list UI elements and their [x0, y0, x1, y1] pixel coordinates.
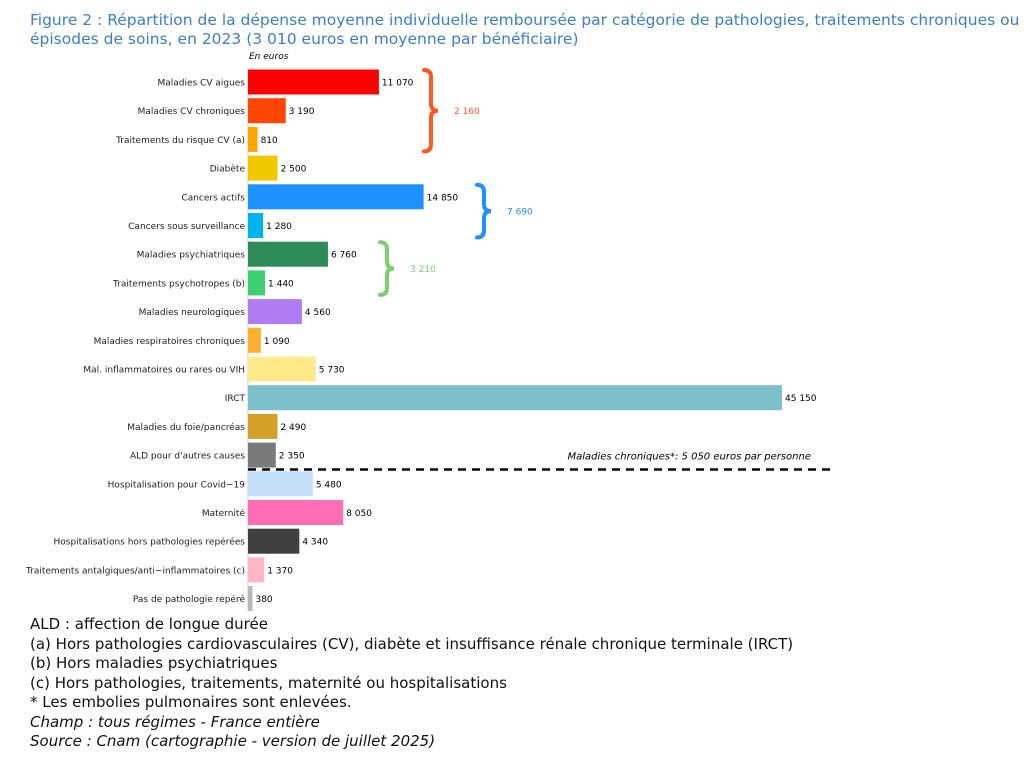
- group-total-label: 2 160: [454, 107, 480, 117]
- bar: [248, 327, 261, 353]
- value-label: 810: [261, 136, 278, 146]
- bar: [248, 471, 313, 497]
- note-star: * Les embolies pulmonaires sont enlevées…: [30, 693, 352, 711]
- group-total-label: 7 690: [507, 208, 533, 218]
- bar: [248, 213, 264, 238]
- value-label: 2 500: [281, 165, 307, 175]
- value-label: 3 190: [289, 107, 315, 117]
- note-champ: Champ : tous régimes - France entière: [30, 712, 320, 731]
- category-label: Cancers actifs: [181, 193, 245, 203]
- category-label: Maladies CV chroniques: [138, 107, 246, 117]
- category-label: IRCT: [225, 394, 246, 404]
- bar: [248, 126, 258, 152]
- value-label: 6 760: [331, 251, 357, 261]
- group-brace: [475, 182, 492, 240]
- category-label: Maladies respiratoires chroniques: [94, 337, 246, 347]
- bar: [248, 241, 328, 267]
- bar: [248, 557, 265, 583]
- note-c: (c) Hors pathologies, traitements, mater…: [30, 673, 507, 692]
- bar-chart: En euros Maladies CV aigues 11 070 Maladies…: [25, 52, 836, 612]
- bar: [248, 500, 344, 525]
- bar: [248, 69, 379, 95]
- category-label: Traitements du risque CV (a): [115, 136, 245, 146]
- value-label: 45 150: [785, 394, 817, 404]
- category-label: Maternité: [202, 508, 246, 519]
- figure-notes: ALD : affection de longue durée (a) Hors…: [30, 615, 1010, 752]
- category-label: Pas de pathologie repéré: [133, 594, 246, 605]
- value-label: 1 090: [264, 337, 290, 347]
- bar: [248, 442, 276, 468]
- bar: [248, 184, 424, 210]
- bar: [248, 356, 316, 382]
- figure-title: Figure 2 : Répartition de la dépense moy…: [30, 11, 1024, 49]
- figure-title-line-1: Figure 2 : Répartition de la dépense moy…: [30, 11, 1020, 29]
- group-brace: [378, 240, 395, 297]
- bar: [248, 586, 253, 612]
- bar: [248, 413, 278, 439]
- value-label: 2 490: [280, 423, 306, 433]
- bar: [248, 270, 266, 296]
- category-label: Hospitalisations hors pathologies repéré…: [53, 537, 245, 548]
- value-label: 4 340: [302, 538, 328, 548]
- bar: [248, 299, 302, 325]
- value-label: 8 050: [346, 509, 372, 519]
- unit-label: En euros: [249, 52, 289, 62]
- value-label: 1 440: [268, 279, 294, 289]
- value-label: 5 730: [319, 366, 345, 376]
- value-label: 2 350: [279, 452, 305, 462]
- value-label: 1 370: [267, 566, 293, 576]
- category-label: Maladies neurologiques: [139, 308, 246, 318]
- category-label: Traitements antalgiques/anti−inflammatoi…: [25, 566, 245, 576]
- group-brace: [422, 68, 439, 154]
- note-source: Source : Cnam (cartographie - version de…: [30, 732, 436, 750]
- bar: [248, 528, 300, 554]
- category-label: Hospitalisation pour Covid−19: [108, 480, 246, 490]
- note-b: (b) Hors maladies psychiatriques: [30, 654, 278, 672]
- value-label: 1 280: [266, 222, 292, 232]
- group-total-label: 3 210: [410, 265, 436, 275]
- note-ald: ALD : affection de longue durée: [30, 615, 268, 633]
- bar: [248, 155, 278, 181]
- note-a: (a) Hors pathologies cardiovasculaires (…: [30, 634, 794, 653]
- bar: [248, 385, 782, 411]
- separator-label: Maladies chroniques*: 5 050 euros par pe…: [567, 451, 811, 462]
- category-label: ALD pour d'autres causes: [130, 452, 245, 462]
- value-label: 4 560: [305, 308, 331, 318]
- value-label: 11 070: [382, 79, 414, 89]
- category-label: Maladies psychiatriques: [137, 251, 246, 261]
- figure-title-line-2: épisodes de soins, en 2023 (3 010 euros …: [30, 30, 579, 48]
- value-label: 14 850: [427, 193, 459, 203]
- category-label: Cancers sous surveillance: [128, 222, 245, 232]
- bar: [248, 98, 286, 124]
- category-label: Maladies du foie/pancréas: [127, 422, 245, 433]
- category-label: Maladies CV aigues: [157, 79, 245, 89]
- category-label: Mal. inflammatoires ou rares ou VIH: [83, 366, 245, 376]
- value-label: 380: [255, 595, 272, 605]
- category-label: Traitements psychotropes (b): [112, 279, 245, 289]
- category-label: Diabète: [210, 164, 246, 175]
- value-label: 5 480: [316, 480, 342, 490]
